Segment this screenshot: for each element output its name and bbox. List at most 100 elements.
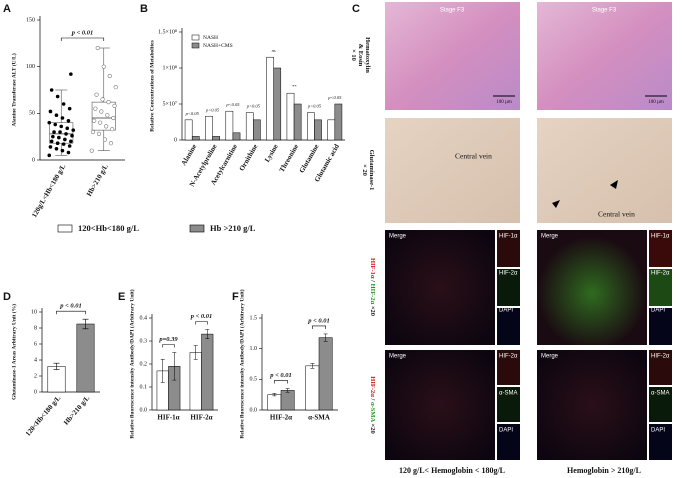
row-label-part: HIF-2α (369, 376, 376, 397)
x-tick-label: Hb>210 g/L (85, 163, 110, 198)
legend-swatch (191, 34, 200, 41)
significance-bracket (274, 380, 288, 384)
y-tick-label: 0.2 (140, 361, 148, 367)
error-bar (53, 362, 60, 370)
inset-label: DAPI (651, 308, 665, 314)
data-point (64, 132, 68, 136)
inset-label: α-SMA (651, 391, 669, 397)
legend-swatch (57, 224, 73, 233)
x-tick-label: HIF-2α (190, 414, 212, 422)
row-label-line: × 20 (361, 164, 368, 176)
inset-label: Merge (389, 354, 407, 360)
inset-label: HIF-1α (651, 234, 670, 240)
box (91, 101, 116, 131)
error-bar (310, 363, 315, 369)
bar (305, 365, 320, 411)
y-tick-label: 0 (32, 157, 35, 163)
data-point (69, 72, 73, 76)
data-point (51, 134, 55, 139)
bar (307, 112, 315, 141)
x-tick-label: α-SMA (308, 414, 330, 422)
y-tick-label: 1.5 (250, 315, 258, 321)
data-point (99, 109, 104, 114)
inset (497, 350, 520, 385)
inset-label: DAPI (499, 428, 513, 434)
data-point (70, 133, 74, 138)
data-point (71, 128, 76, 132)
y-tick-label: 0.1 (140, 384, 148, 390)
row-label-part: ×20 (369, 304, 376, 316)
column-label: 120 g/L< Hemoglobin < 180g/L (399, 466, 505, 475)
data-point (59, 124, 64, 129)
y-axis-label: Relative Concentrations of Metabolites (149, 40, 155, 132)
error-bar (193, 345, 198, 360)
y-tick-label: 0.0 (250, 407, 258, 413)
inset-label: DAPI (499, 308, 513, 314)
fluor-image (385, 350, 495, 460)
inset-label: Merge (541, 354, 559, 360)
data-point (54, 113, 59, 117)
significance-bracket (162, 344, 175, 348)
data-point (98, 120, 103, 125)
scale-label: 100 µm (496, 100, 512, 105)
bar (184, 119, 193, 141)
significance-bracket (195, 321, 208, 325)
he-image (537, 2, 672, 110)
central-vein-label: Central vein (598, 210, 635, 219)
stage-label: Stage F3 (592, 8, 617, 14)
y-tick-label: 0.3 (140, 338, 148, 344)
x-tick-label: Threonine (278, 143, 300, 174)
data-point (100, 97, 105, 102)
bar (253, 119, 261, 141)
significance-label: p=0.39 (158, 336, 178, 343)
bar (205, 115, 213, 141)
data-point (93, 106, 98, 111)
inset (497, 269, 520, 306)
data-point (61, 102, 66, 106)
data-point (58, 130, 62, 134)
inset (649, 424, 672, 460)
significance-label: p<0.05 (307, 104, 322, 109)
data-point (47, 153, 52, 158)
y-tick-label: 0.5 (250, 377, 258, 383)
row-label-part: α-SMA (369, 402, 376, 423)
inset-label: α-SMA (499, 391, 517, 397)
inset (649, 387, 672, 422)
significance-label: p < 0.01 (59, 303, 82, 310)
data-point (48, 145, 53, 149)
inset (497, 230, 520, 267)
data-point (90, 129, 96, 135)
data-point (66, 150, 71, 155)
data-point (47, 120, 52, 125)
bar (266, 56, 274, 141)
row-label-line: Hematoxylin (364, 37, 371, 73)
legend-swatch (191, 42, 200, 49)
panel-letter: F (232, 291, 239, 303)
x-tick-label: 120<Hb<180 g/L (24, 394, 63, 438)
bar (280, 390, 295, 411)
data-point (49, 139, 54, 144)
y-tick-label: 1.5×10⁸ (158, 29, 177, 35)
inset-label: HIF-2α (651, 354, 670, 360)
row-label: HIF-1α / HIF-2α ×20 (369, 258, 376, 316)
significance-label: p < 0.01 (190, 313, 213, 320)
data-point (48, 109, 53, 114)
data-point (67, 106, 72, 111)
significance-label: p<0.05 (205, 107, 220, 112)
row-label-part: ×20 (369, 422, 376, 434)
error-bar (172, 352, 177, 381)
x-tick-label: Glutamine (298, 143, 321, 175)
inset-label: HIF-2α (499, 354, 518, 360)
central-vein-label: Central vein (455, 152, 492, 161)
row-label: Glutaminase-1× 20 (361, 150, 375, 191)
data-point (92, 118, 97, 123)
panel-letter: A (3, 3, 11, 15)
significance-bracket (312, 325, 326, 329)
inset (649, 308, 672, 345)
y-tick-label: 1×10⁸ (163, 65, 177, 71)
x-tick-label: Ornithine (238, 143, 260, 173)
fluor-image (385, 230, 495, 345)
data-point (61, 142, 66, 146)
data-point (53, 122, 58, 127)
y-axis-label: Alanine Transferase ALT (U/L) (10, 53, 17, 126)
